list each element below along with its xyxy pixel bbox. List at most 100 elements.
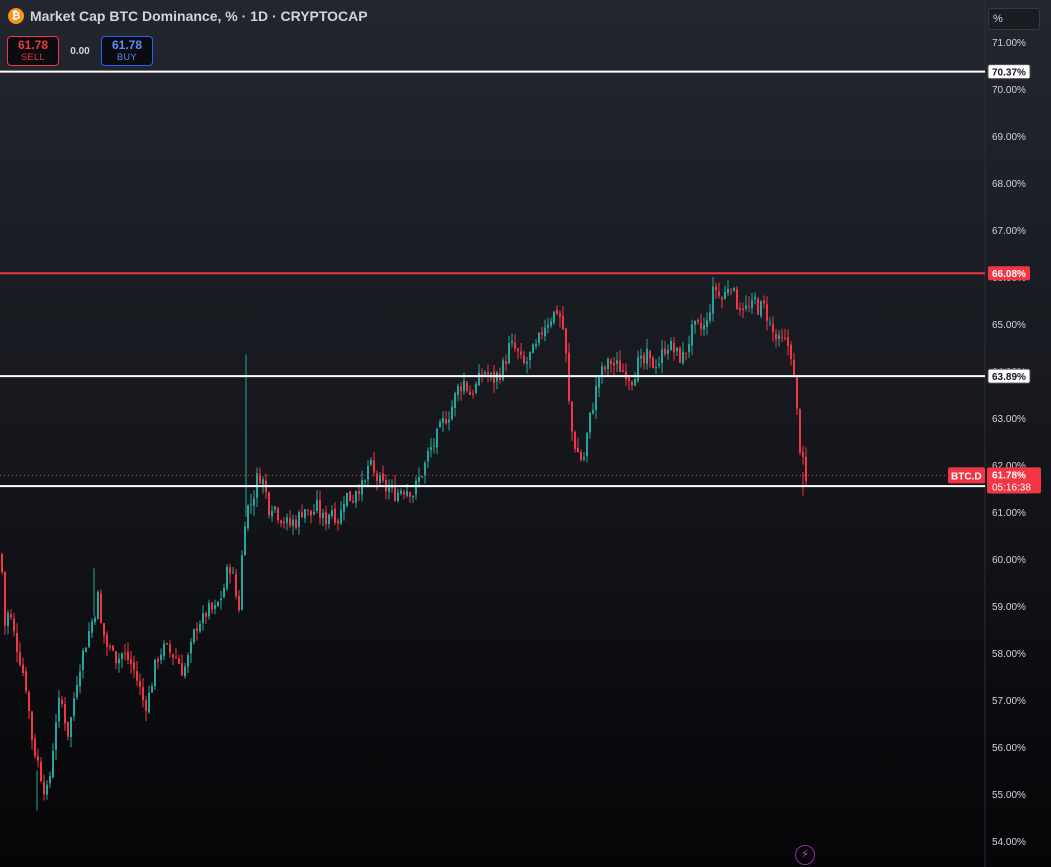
candle bbox=[250, 503, 252, 505]
candle bbox=[634, 379, 636, 386]
candle bbox=[238, 595, 240, 611]
candle bbox=[148, 692, 150, 713]
bitcoin-icon: ₿ bbox=[8, 8, 24, 24]
candle bbox=[664, 348, 666, 355]
candle bbox=[388, 487, 390, 492]
candle bbox=[580, 452, 582, 461]
sell-button[interactable]: 61.78 SELL bbox=[7, 36, 59, 66]
series-tag-bg bbox=[948, 467, 985, 484]
candle bbox=[337, 520, 339, 524]
candle bbox=[736, 289, 738, 310]
candle bbox=[118, 658, 120, 664]
candle bbox=[253, 498, 255, 506]
y-tick-label: 63.00% bbox=[992, 414, 1026, 425]
candle bbox=[76, 685, 78, 698]
candle bbox=[577, 447, 579, 453]
candle bbox=[538, 333, 540, 343]
candle bbox=[445, 419, 447, 424]
candle bbox=[724, 291, 726, 299]
candle bbox=[46, 784, 48, 795]
candle bbox=[673, 342, 675, 353]
candle bbox=[637, 357, 639, 381]
candle bbox=[433, 445, 435, 447]
candle bbox=[202, 613, 204, 624]
candle bbox=[91, 621, 93, 633]
candle bbox=[667, 349, 669, 354]
candle bbox=[613, 362, 615, 366]
candle bbox=[343, 503, 345, 512]
candle bbox=[1, 554, 3, 573]
candle bbox=[406, 491, 408, 496]
countdown-label: 05:16:38 bbox=[992, 482, 1031, 493]
buy-button[interactable]: 61.78 BUY bbox=[101, 36, 153, 66]
candle bbox=[655, 367, 657, 369]
candle bbox=[379, 475, 381, 483]
candle bbox=[757, 298, 759, 315]
candle bbox=[4, 572, 6, 626]
candle bbox=[169, 644, 171, 653]
candle bbox=[280, 520, 282, 524]
candle bbox=[28, 691, 30, 711]
candle bbox=[271, 511, 273, 517]
candle bbox=[31, 711, 33, 741]
buy-price: 61.78 bbox=[111, 38, 143, 52]
candle bbox=[541, 332, 543, 335]
candle bbox=[193, 629, 195, 643]
candle bbox=[328, 514, 330, 524]
candle bbox=[505, 361, 507, 364]
candle bbox=[334, 508, 336, 523]
candle bbox=[166, 643, 168, 645]
candle bbox=[742, 308, 744, 311]
candle bbox=[424, 462, 426, 476]
candle bbox=[415, 480, 417, 495]
candle bbox=[181, 663, 183, 676]
candle bbox=[715, 286, 717, 291]
candle bbox=[622, 370, 624, 372]
last-price-label: 61.78% bbox=[992, 470, 1026, 481]
candle bbox=[700, 322, 702, 329]
candle bbox=[367, 466, 369, 480]
candle bbox=[766, 304, 768, 321]
symbol-legend: ₿ Market Cap BTC Dominance, % · 1D · CRY… bbox=[8, 8, 368, 24]
candle bbox=[550, 321, 552, 326]
candle bbox=[247, 505, 249, 528]
candle bbox=[730, 289, 732, 291]
candle bbox=[745, 305, 747, 309]
candle bbox=[184, 666, 186, 677]
candle bbox=[220, 598, 222, 601]
lightning-icon[interactable]: ⚡ bbox=[795, 845, 815, 865]
candle bbox=[646, 348, 648, 364]
candle bbox=[439, 421, 441, 428]
candle bbox=[547, 324, 549, 328]
candle bbox=[571, 401, 573, 432]
y-tick-label: 61.00% bbox=[992, 508, 1026, 519]
candle bbox=[310, 510, 312, 516]
candle bbox=[460, 386, 462, 392]
candle bbox=[52, 750, 54, 778]
candle bbox=[346, 493, 348, 506]
y-tick-label: 54.00% bbox=[992, 837, 1026, 848]
scale-unit-button[interactable]: % bbox=[988, 8, 1040, 30]
buy-label: BUY bbox=[116, 52, 137, 62]
candle bbox=[289, 518, 291, 526]
candle bbox=[760, 301, 762, 316]
candle bbox=[103, 623, 105, 636]
y-tick-label: 67.00% bbox=[992, 226, 1026, 237]
candle bbox=[13, 618, 15, 632]
candle bbox=[451, 406, 453, 420]
candle bbox=[679, 347, 681, 363]
candle bbox=[706, 320, 708, 327]
candle bbox=[643, 354, 645, 364]
candle bbox=[790, 344, 792, 360]
candle bbox=[199, 623, 201, 632]
sell-label: SELL bbox=[20, 52, 46, 62]
candle bbox=[799, 409, 801, 453]
candle bbox=[739, 307, 741, 311]
candle bbox=[556, 309, 558, 314]
candle bbox=[694, 320, 696, 325]
candle bbox=[784, 337, 786, 339]
candle bbox=[307, 509, 309, 511]
candle bbox=[268, 492, 270, 516]
